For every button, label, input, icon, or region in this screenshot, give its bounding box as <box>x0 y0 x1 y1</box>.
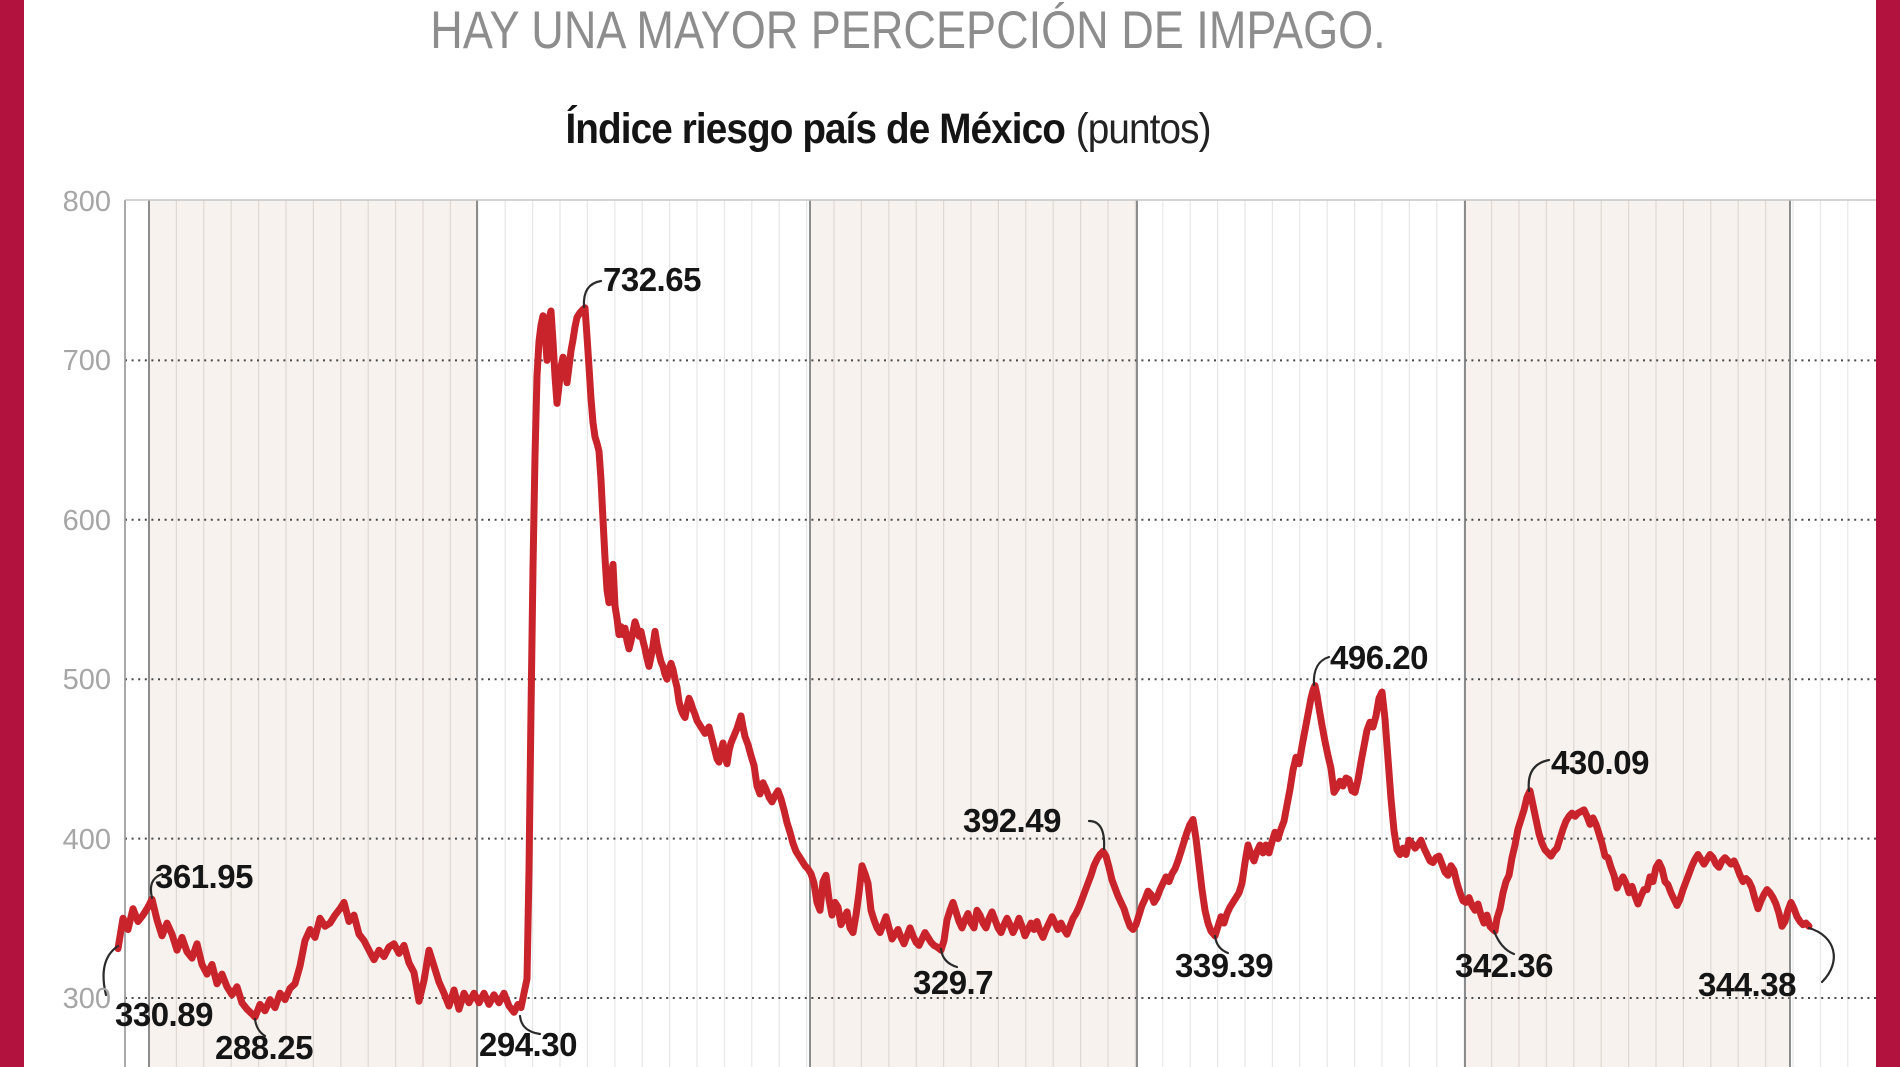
callout-732-65 <box>582 279 603 309</box>
callout-330-89 <box>102 944 120 997</box>
callout-342-36 <box>1492 929 1516 956</box>
annotation-label-342-36: 342.36 <box>1455 947 1553 984</box>
annotation-label-430-09: 430.09 <box>1551 744 1649 781</box>
chart-title-main: Índice riesgo país de México <box>565 105 1066 153</box>
y-axis-tick-labels: 800 700 600 500 400 300 <box>63 186 111 1015</box>
risk-index-line-series <box>114 304 1813 1021</box>
page-title: HAY UNA MAYOR PERCEPCIÓN DE IMPAGO. <box>430 1 1386 60</box>
annotation-label-361-95: 361.95 <box>155 858 253 895</box>
right-accent-bar <box>1876 0 1900 1067</box>
annotation-label-392-49: 392.49 <box>963 802 1061 839</box>
chart-title: Índice riesgo país de México (puntos) <box>565 105 1212 153</box>
annotation-label-344-38: 344.38 <box>1698 966 1796 1003</box>
annotation-label-732-65: 732.65 <box>603 261 701 298</box>
chart-title-units: (puntos) <box>1075 105 1212 153</box>
callout-392-49 <box>1087 819 1106 851</box>
annotation-callout-curves <box>102 279 1835 1038</box>
callout-430-09 <box>1527 758 1551 793</box>
callout-329-7 <box>939 947 959 969</box>
left-accent-bar <box>0 0 24 1067</box>
callout-496-20 <box>1312 655 1331 687</box>
annotation-label-288-25: 288.25 <box>215 1029 313 1066</box>
annotation-label-496-20: 496.20 <box>1330 639 1428 676</box>
callout-344-38 <box>1807 926 1835 984</box>
y-axis-tick-600: 600 <box>63 505 111 537</box>
y-axis-tick-800: 800 <box>63 186 111 218</box>
y-axis-tick-300: 300 <box>63 983 111 1015</box>
callout-294-30 <box>518 1014 542 1036</box>
annotation-label-294-30: 294.30 <box>479 1026 577 1063</box>
callout-361-95 <box>149 872 164 900</box>
callout-288-25 <box>253 1017 267 1038</box>
y-axis-tick-500: 500 <box>63 664 111 696</box>
y-axis-tick-400: 400 <box>63 824 111 856</box>
annotation-label-330-89: 330.89 <box>115 996 213 1033</box>
year-bands <box>125 200 1877 1067</box>
callout-339-39 <box>1213 934 1230 955</box>
annotation-label-339-39: 339.39 <box>1175 947 1273 984</box>
y-axis-tick-700: 700 <box>63 345 111 377</box>
plot-frame <box>124 199 1877 1067</box>
annotation-label-329-7: 329.7 <box>913 964 994 1001</box>
